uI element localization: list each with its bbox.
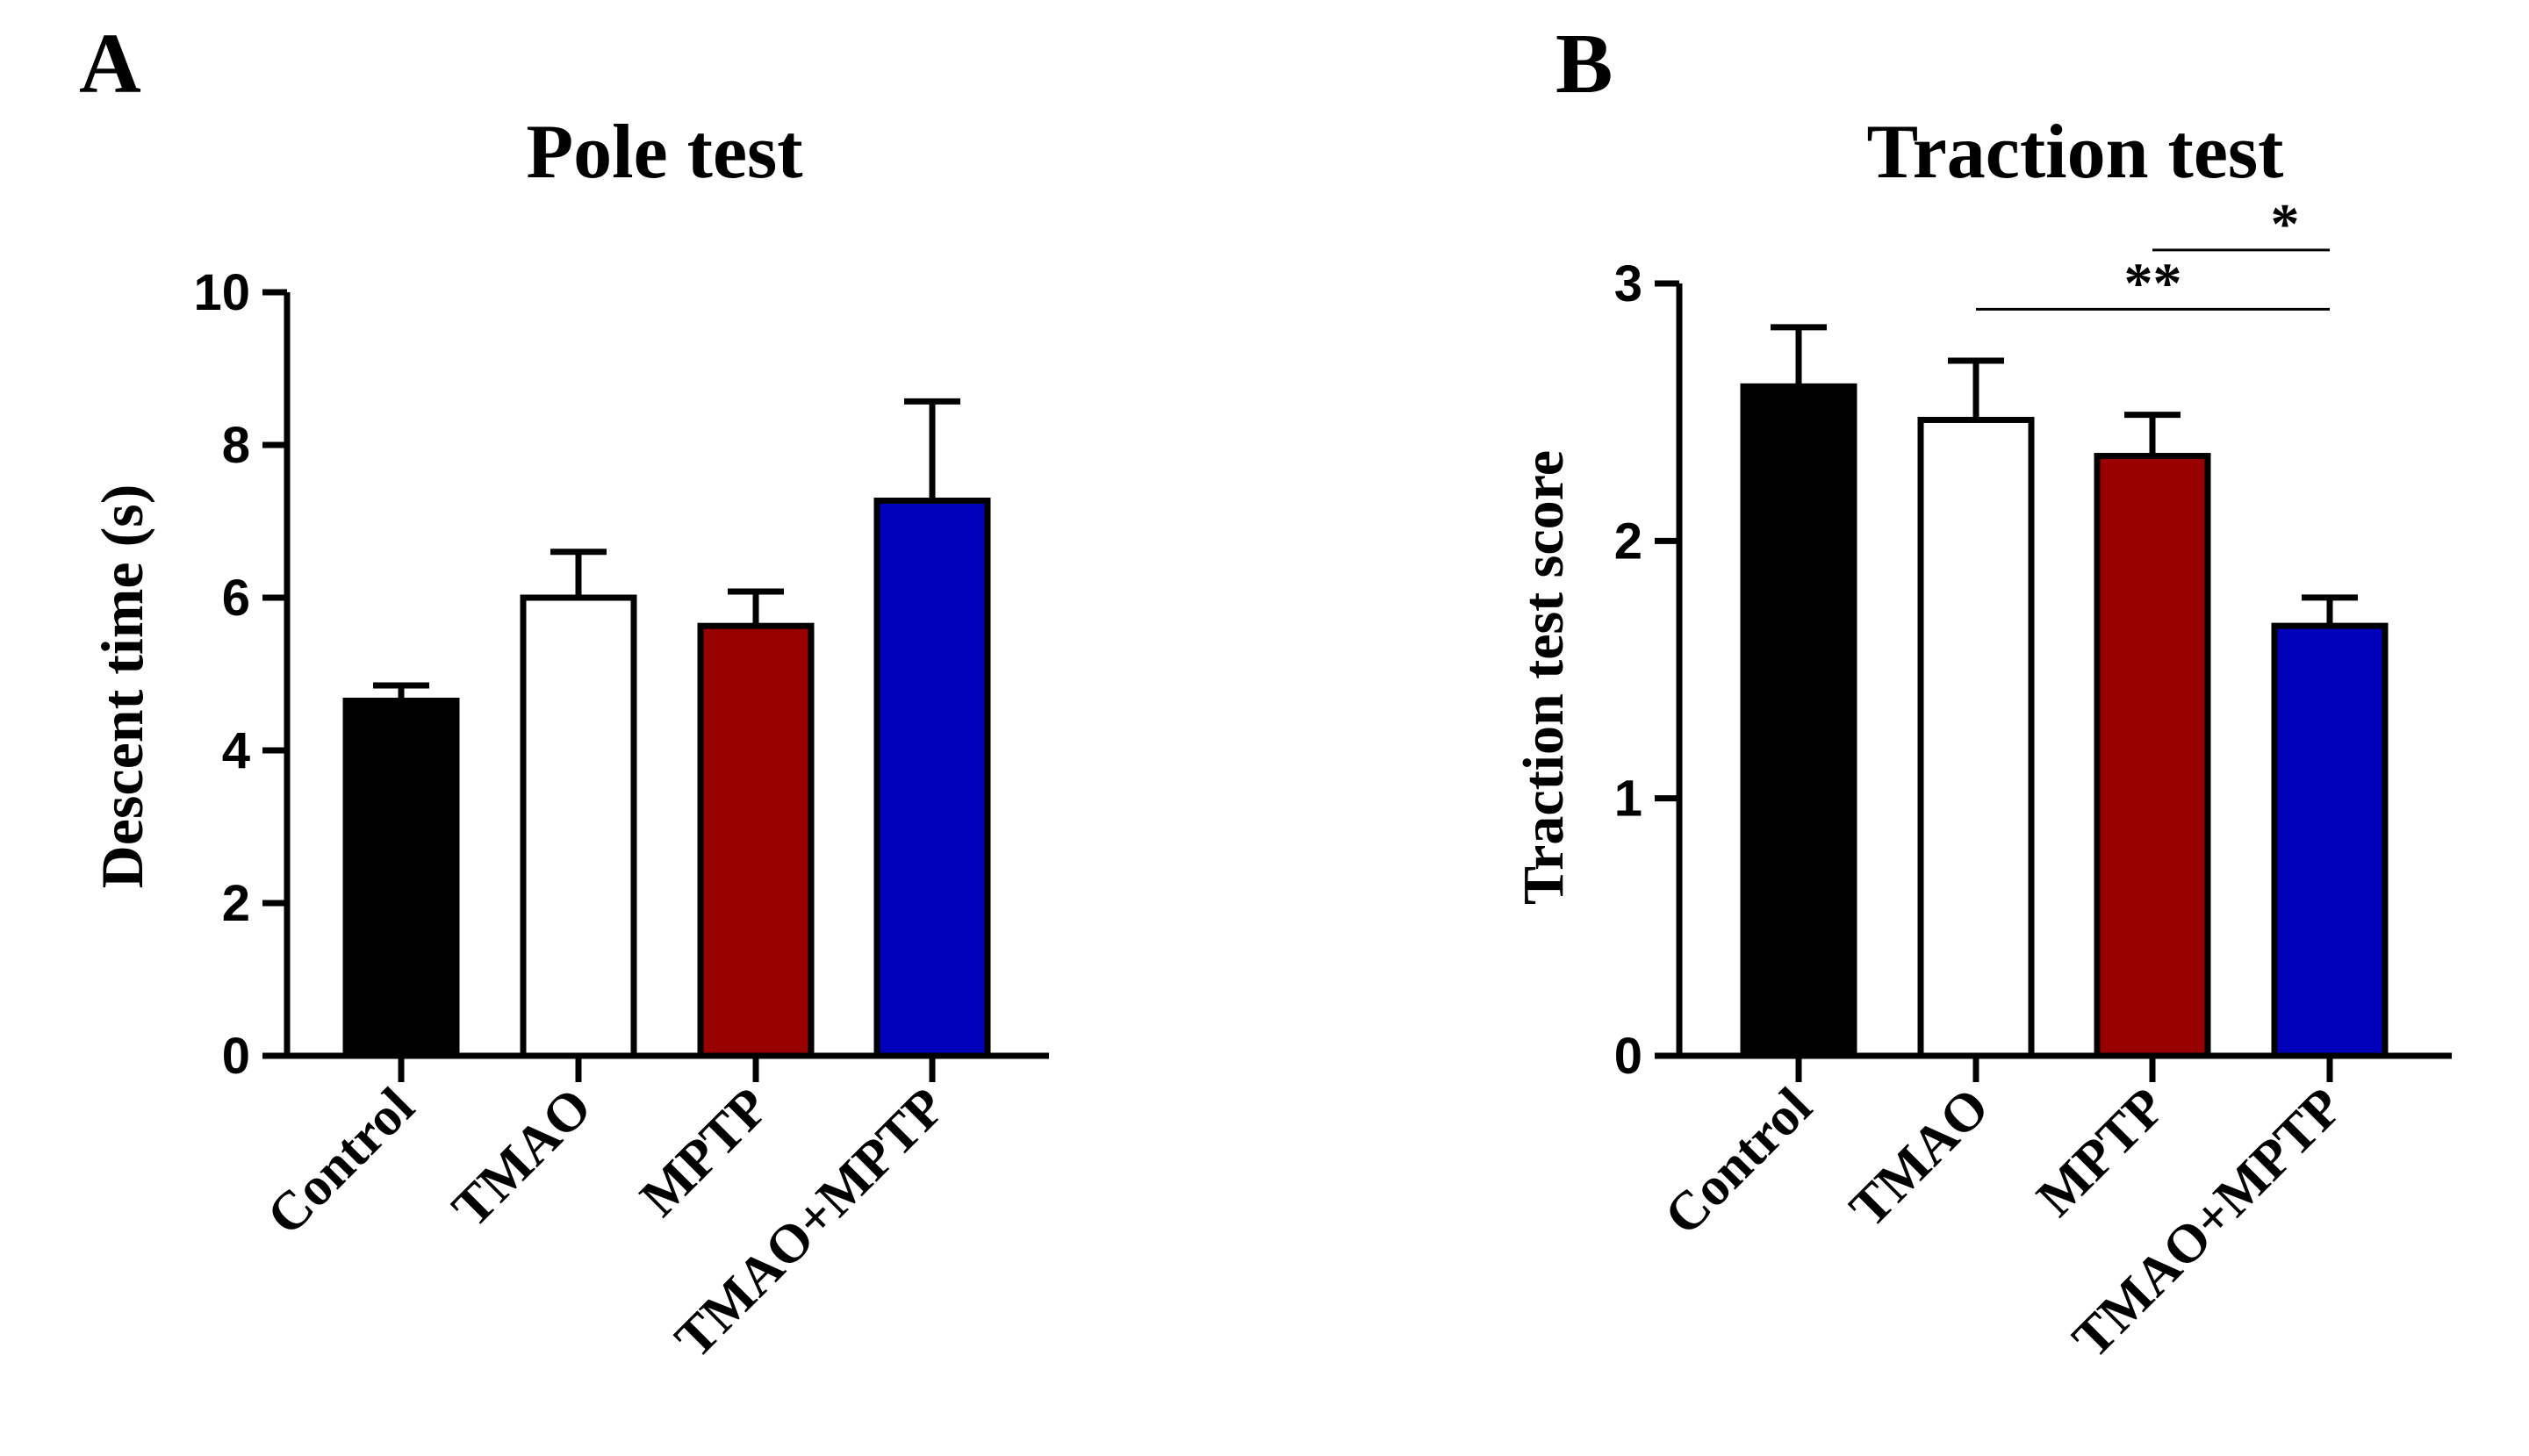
panel-a-x-tick-label: TMAO [441,1077,602,1238]
panel-a-y-axis-label: Descent time (s) [89,484,155,889]
panel-b-y-tick-label: 3 [1614,255,1642,312]
panel-b-x-tick-label: MPTP [2026,1077,2177,1228]
panel-a-x-tick-label: MPTP [629,1077,780,1228]
panel-b-bar-control [1740,383,1857,1059]
panel-a-y-tick-label: 8 [222,417,250,474]
panel-a-bar-control [342,697,460,1059]
panel-b-y-tick-label: 2 [1614,513,1642,570]
panel-a-bar-tmao-plus-mptp [873,498,991,1059]
panel-a-y-tick-label: 10 [193,264,250,321]
panel-a-y-tick-label: 4 [222,722,250,779]
panel-b: B Traction test Traction test score 0 1 2 3… [1512,17,2452,1369]
panel-a-y-tick-label: 0 [222,1028,250,1085]
panel-b-x-tick-label: Control [1653,1077,1822,1246]
panel-b-significance-label: ** [2124,251,2182,315]
panel-b-y-tick-label: 1 [1614,771,1642,828]
panel-a-letter: A [79,17,141,111]
panel-a-y-tick-label: 6 [222,570,250,627]
panel-a-y-tick-label: 2 [222,875,250,932]
panel-a-bar-tmao [520,594,637,1059]
panel-a-title: Pole test [526,110,802,195]
panel-a-x-tick-label: Control [255,1077,425,1246]
panel-b-bar-mptp [2094,453,2211,1059]
panel-b-bar-tmao-plus-mptp [2271,622,2389,1059]
panel-b-significance-label: * [2271,192,2300,256]
panel-a: A Pole test Descent time (s) 0 2 4 6 8 10 Cont… [79,17,1049,1369]
panel-b-title: Traction test [1867,110,2284,195]
panel-b-y-axis-label: Traction test score [1512,450,1576,905]
panel-b-bar-tmao [1917,416,2035,1059]
panel-b-x-tick-label: TMAO [1838,1077,2000,1238]
panel-b-letter: B [1555,17,1613,111]
panel-a-bar-mptp [697,622,815,1059]
panel-b-y-tick-label: 0 [1614,1028,1642,1085]
